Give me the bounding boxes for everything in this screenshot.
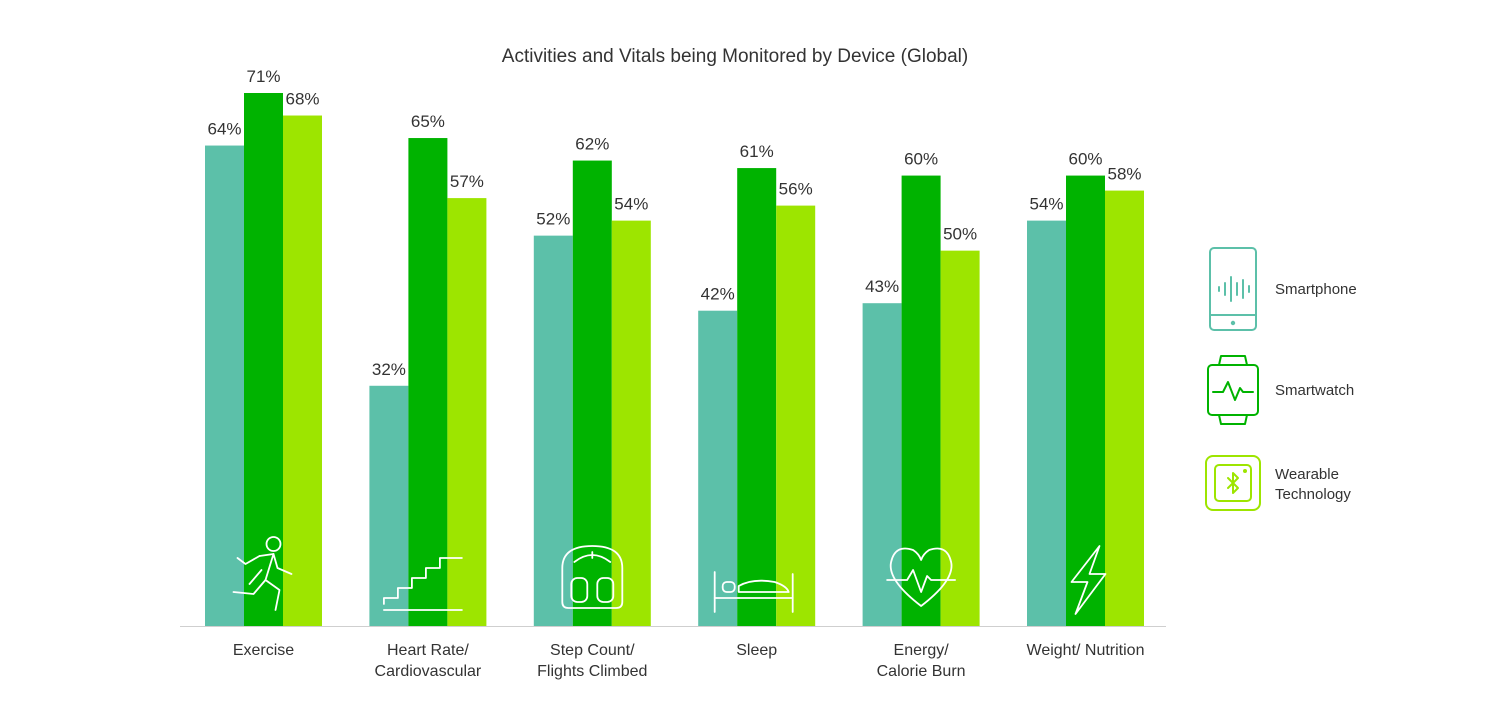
legend: Smartphone Smartwatch Wearable Technology: [1205, 247, 1357, 511]
category-icons-layer: [232, 536, 1107, 615]
data-label: 42%: [701, 285, 735, 304]
stairs-icon: [382, 557, 463, 611]
scale-icon: [561, 545, 624, 609]
category-label: Calorie Burn: [877, 663, 966, 680]
running-person-icon: [232, 536, 293, 611]
bars-layer: [205, 93, 1144, 627]
smartwatch-icon: [1207, 355, 1259, 425]
data-label: 60%: [1068, 150, 1102, 169]
category-label: Cardiovascular: [375, 663, 482, 680]
data-label: 68%: [285, 90, 319, 109]
bar: [611, 220, 651, 626]
bar: [1066, 175, 1105, 627]
chart-title: Activities and Vitals being Monitored by…: [502, 46, 968, 67]
bar: [901, 175, 941, 627]
value-labels-layer: 64% 71% 68% 32% 65% 57% 52% 62% 54% 42% 61% 56% 43% 6…: [207, 67, 1141, 379]
bar: [205, 145, 244, 626]
data-label: 50%: [943, 225, 977, 244]
data-label: 54%: [1029, 195, 1063, 214]
data-label: 65%: [411, 112, 445, 131]
data-label: 52%: [536, 210, 570, 229]
data-label: 56%: [779, 180, 813, 199]
data-label: 61%: [740, 142, 774, 161]
bed-icon: [713, 571, 794, 613]
legend-label: Technology: [1275, 486, 1351, 503]
wearable-bluetooth-icon: [1205, 455, 1261, 511]
data-label: 32%: [372, 360, 406, 379]
bar: [283, 115, 322, 627]
legend-label: Wearable: [1275, 466, 1339, 483]
heart-pulse-icon: [886, 547, 956, 607]
data-label: 58%: [1107, 165, 1141, 184]
data-label: 64%: [207, 120, 241, 139]
data-label: 71%: [246, 67, 280, 86]
bar: [776, 205, 816, 626]
bar: [572, 160, 612, 626]
bar: [447, 198, 487, 627]
category-label: Heart Rate/: [387, 642, 469, 659]
category-label: Weight/ Nutrition: [1027, 642, 1145, 659]
category-label: Energy/: [894, 642, 950, 659]
data-label: 57%: [450, 172, 484, 191]
data-label: 43%: [865, 277, 899, 296]
data-label: 54%: [614, 195, 648, 214]
bar: [737, 168, 777, 626]
lightning-icon: [1070, 545, 1107, 615]
legend-label: Smartphone: [1275, 281, 1357, 298]
category-label: Flights Climbed: [537, 663, 647, 680]
bar: [1027, 220, 1066, 626]
bar: [862, 303, 902, 626]
bar: [408, 138, 448, 627]
bar: [369, 385, 409, 626]
bar: [698, 310, 738, 626]
data-label: 62%: [575, 135, 609, 154]
smartphone-icon: [1209, 247, 1257, 331]
category-label: Step Count/: [550, 642, 635, 659]
legend-label: Smartwatch: [1275, 382, 1354, 399]
category-label: Exercise: [233, 642, 294, 659]
bar: [940, 250, 980, 626]
bar: [533, 235, 573, 627]
data-label: 60%: [904, 150, 938, 169]
bar: [1105, 190, 1144, 626]
category-label: Sleep: [736, 642, 777, 659]
bar: [244, 93, 283, 626]
category-labels-layer: Exercise Heart Rate/Cardiovascular Step Co…: [233, 642, 1145, 680]
